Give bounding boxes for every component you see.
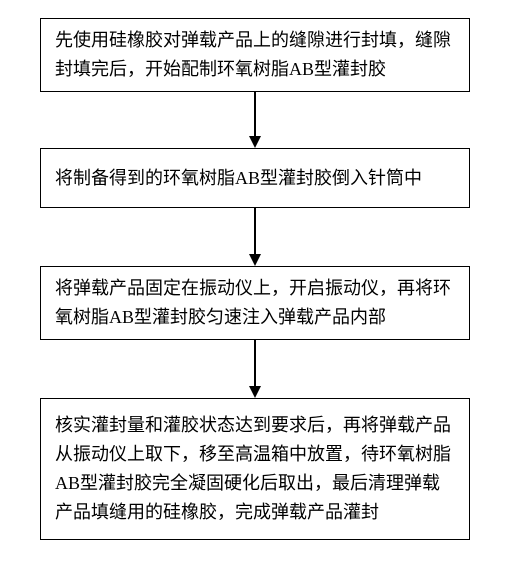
flowchart-edge-1-line [254, 92, 256, 136]
node-text: 核实灌封量和灌胶状态达到要求后，再将弹载产品从振动仪上取下，移至高温箱中放置，待… [55, 411, 455, 526]
node-text: 将弹载产品固定在振动仪上，开启振动仪，再将环氧树脂AB型灌封胶匀速注入弹载产品内… [55, 274, 455, 332]
node-text: 先使用硅橡胶对弹载产品上的缝隙进行封填，缝隙封填完后，开始配制环氧树脂AB型灌封… [55, 26, 455, 84]
flowchart-node-step2: 将制备得到的环氧树脂AB型灌封胶倒入针筒中 [40, 148, 470, 208]
flowchart-edge-2-head [249, 254, 261, 266]
flowchart-node-step1: 先使用硅橡胶对弹载产品上的缝隙进行封填，缝隙封填完后，开始配制环氧树脂AB型灌封… [40, 18, 470, 92]
flowchart-edge-3-head [249, 386, 261, 398]
flowchart-container: 先使用硅橡胶对弹载产品上的缝隙进行封填，缝隙封填完后，开始配制环氧树脂AB型灌封… [0, 0, 510, 567]
flowchart-edge-1-head [249, 136, 261, 148]
flowchart-edge-3-line [254, 340, 256, 386]
node-text: 将制备得到的环氧树脂AB型灌封胶倒入针筒中 [55, 164, 422, 193]
flowchart-node-step4: 核实灌封量和灌胶状态达到要求后，再将弹载产品从振动仪上取下，移至高温箱中放置，待… [40, 398, 470, 540]
flowchart-node-step3: 将弹载产品固定在振动仪上，开启振动仪，再将环氧树脂AB型灌封胶匀速注入弹载产品内… [40, 266, 470, 340]
flowchart-edge-2-line [254, 208, 256, 254]
